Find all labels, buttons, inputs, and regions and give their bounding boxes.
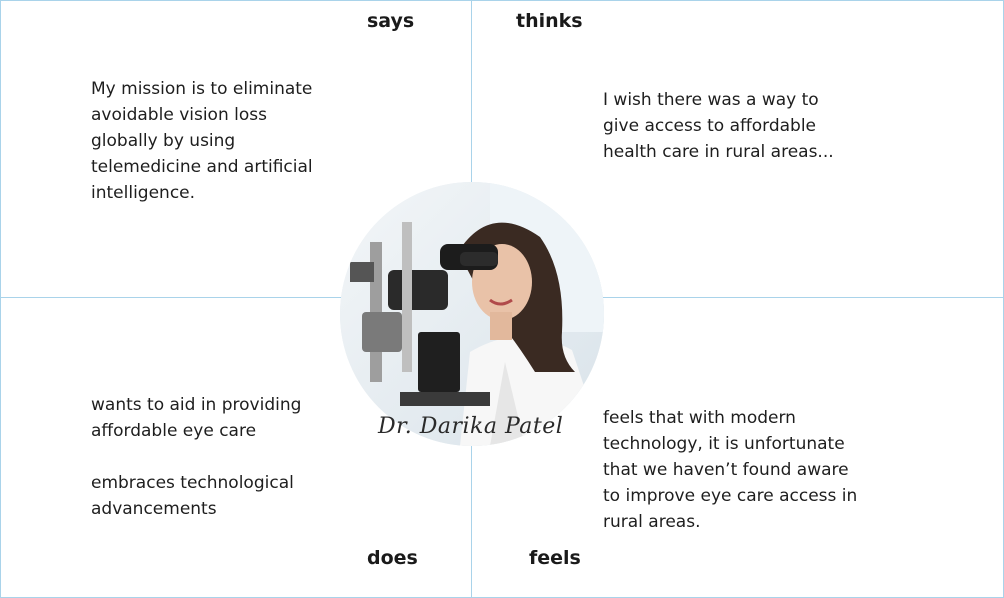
does-text-1: wants to aid in providing affordable eye… (91, 395, 302, 441)
does-heading: does (367, 547, 418, 569)
persona-portrait (340, 182, 604, 446)
says-heading: says (367, 10, 415, 32)
feels-heading: feels (529, 547, 581, 569)
thinks-heading: thinks (516, 10, 583, 32)
persona-photo-illustration (340, 182, 604, 446)
thinks-text: I wish there was a way to give access to… (603, 90, 834, 162)
feels-text: feels that with modern technology, it is… (603, 408, 858, 532)
says-text: My mission is to eliminate avoidable vis… (91, 79, 313, 203)
does-text-2: embraces technological advancements (91, 473, 294, 519)
persona-name: Dr. Darika Patel (378, 414, 564, 439)
